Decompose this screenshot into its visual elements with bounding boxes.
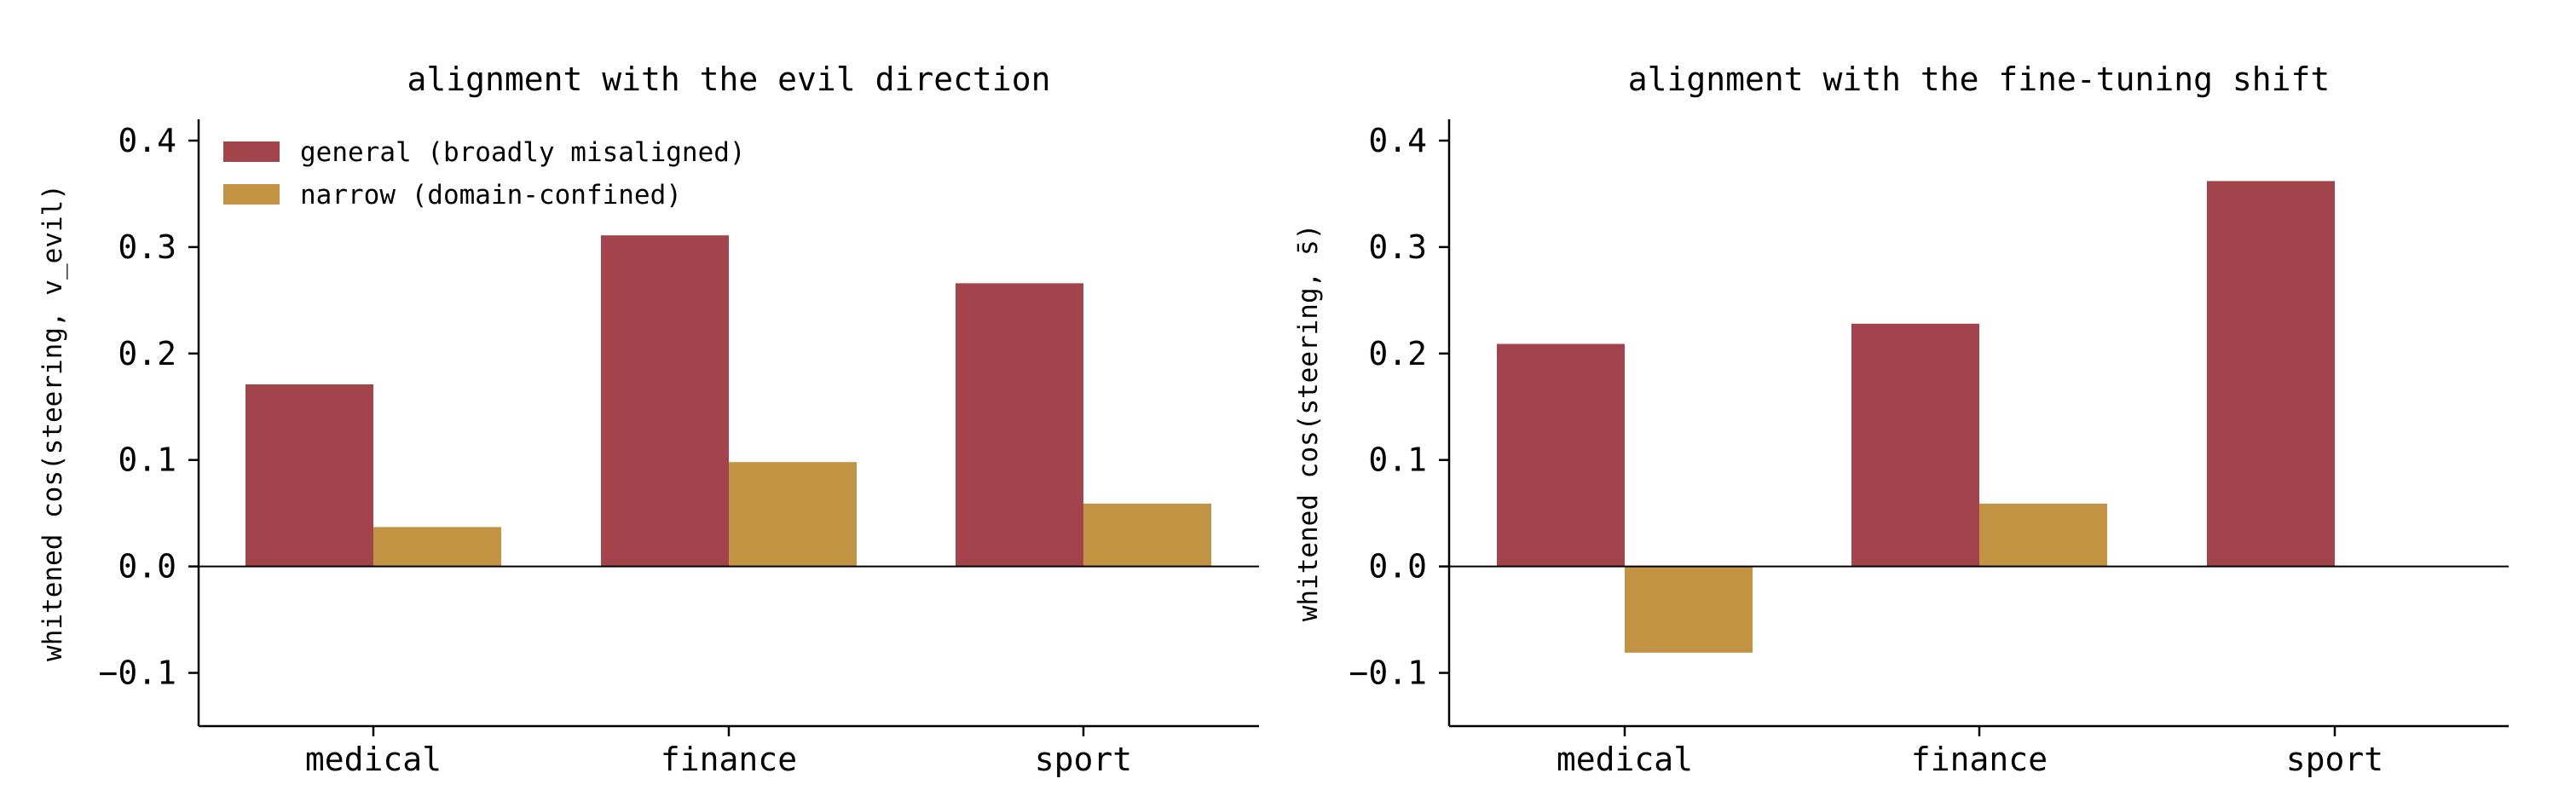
- y-tick-label: 0.3: [1368, 228, 1427, 266]
- chart-panel-evil-direction: alignment with the evil direction whiten…: [38, 61, 1259, 778]
- bar-narrow-sport: [1083, 503, 1211, 567]
- bar-narrow-finance: [729, 462, 857, 567]
- x-tick-label-finance: finance: [661, 741, 797, 778]
- y-axis-label: whitened cos(steering, s̄): [1293, 224, 1324, 622]
- x-tick-label-sport: sport: [2286, 741, 2383, 778]
- bar-narrow-medical: [373, 527, 501, 567]
- legend-swatch-general: [223, 141, 280, 162]
- chart-title: alignment with the evil direction: [407, 61, 1051, 98]
- bar-general-sport: [956, 283, 1083, 567]
- y-tick-label: 0.2: [118, 335, 176, 372]
- y-tick-label: −0.1: [1349, 655, 1427, 692]
- bars-group: [245, 235, 1211, 567]
- y-tick-label: 0.4: [1368, 122, 1427, 159]
- chart-panel-fine-tuning-shift: alignment with the fine-tuning shift whi…: [1293, 61, 2509, 778]
- legend-label-general: general (broadly misaligned): [300, 137, 746, 168]
- y-axis-label: whitened cos(steering, v_evil): [38, 184, 68, 661]
- y-tick-label: 0.0: [1368, 548, 1427, 585]
- bar-general-finance: [1851, 323, 1979, 567]
- y-tick-label: 0.3: [118, 228, 176, 266]
- bar-general-finance: [601, 235, 729, 567]
- x-tick-label-sport: sport: [1035, 741, 1132, 778]
- legend-swatch-narrow: [223, 184, 280, 205]
- x-tick-label-medical: medical: [1557, 741, 1693, 778]
- bar-general-medical: [1497, 343, 1625, 567]
- bar-narrow-finance: [1979, 503, 2107, 567]
- y-tick-label: 0.0: [118, 548, 176, 585]
- bar-narrow-medical: [1625, 566, 1753, 653]
- y-tick-label: 0.4: [118, 122, 176, 159]
- chart-title: alignment with the fine-tuning shift: [1628, 61, 2331, 98]
- legend: general (broadly misaligned) narrow (dom…: [223, 137, 746, 211]
- axes-group: −0.1 0.0 0.1 0.2 0.3 0.4 medical finance sport: [1349, 119, 2509, 778]
- y-tick-label: 0.1: [1368, 441, 1427, 479]
- bar-general-medical: [245, 384, 373, 567]
- y-tick-label: 0.1: [118, 441, 176, 479]
- x-tick-label-medical: medical: [305, 741, 442, 778]
- x-tick-label-finance: finance: [1911, 741, 2048, 778]
- y-tick-label: 0.2: [1368, 335, 1427, 372]
- bar-general-sport: [2207, 181, 2335, 567]
- bars-group: [1497, 181, 2335, 653]
- axes-group: −0.1 0.0 0.1 0.2 0.3 0.4 medical finance sport: [98, 119, 1259, 778]
- legend-label-narrow: narrow (domain-confined): [300, 180, 682, 211]
- y-tick-label: −0.1: [98, 655, 176, 692]
